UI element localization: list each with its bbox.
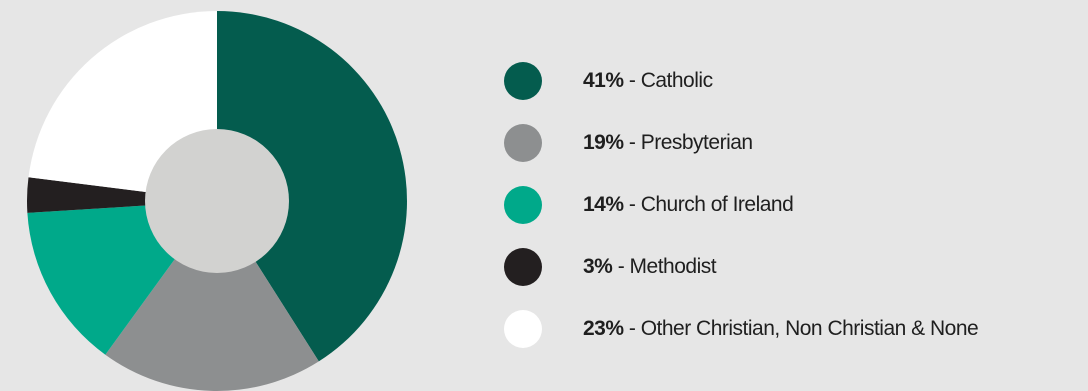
legend-swatch-4 [504, 310, 542, 348]
legend-item-2: 14% - Church of Ireland [504, 182, 978, 228]
legend-name-3: Methodist [629, 255, 717, 278]
legend-label-1: 19% - Presbyterian [583, 131, 753, 155]
chart-legend: 41% - Catholic 19% - Presbyterian 14% - Ch… [504, 58, 979, 368]
legend-percent-4: 23% [583, 317, 624, 340]
donut-center [145, 129, 289, 273]
legend-separator-2: - [623, 193, 641, 216]
legend-label-0: 41% - Catholic [583, 69, 713, 93]
donut-chart [0, 0, 440, 391]
legend-name-1: Presbyterian [640, 131, 753, 154]
donut-chart-svg [26, 11, 407, 391]
slice-3 [26, 177, 218, 213]
legend-separator-4: - [623, 317, 641, 340]
legend-percent-0: 41% [583, 69, 624, 92]
legend-swatch-3 [504, 248, 542, 286]
legend-percent-2: 14% [583, 193, 624, 216]
legend-swatch-1 [504, 124, 542, 162]
legend-percent-1: 19% [583, 131, 624, 154]
legend-percent-3: 3% [583, 255, 613, 278]
legend-item-4: 23% - Other Christian, Non Christian & N… [504, 306, 979, 352]
legend-name-4: Other Christian, Non Christian & None [640, 317, 979, 340]
legend-item-3: 3% - Methodist [504, 244, 978, 290]
legend-swatch-2 [504, 186, 542, 224]
legend-name-2: Church of Ireland [640, 193, 794, 216]
legend-swatch-0 [504, 62, 542, 100]
legend-separator-3: - [612, 255, 630, 278]
legend-separator-1: - [623, 131, 641, 154]
legend-label-2: 14% - Church of Ireland [583, 193, 794, 217]
legend-label-4: 23% - Other Christian, Non Christian & N… [583, 317, 979, 341]
legend-item-1: 19% - Presbyterian [504, 120, 978, 166]
legend-name-0: Catholic [640, 69, 713, 92]
legend-item-0: 41% - Catholic [504, 58, 978, 104]
legend-label-3: 3% - Methodist [583, 255, 717, 279]
slice-1 [105, 201, 319, 391]
legend-separator-0: - [623, 69, 641, 92]
slice-0 [217, 11, 407, 362]
